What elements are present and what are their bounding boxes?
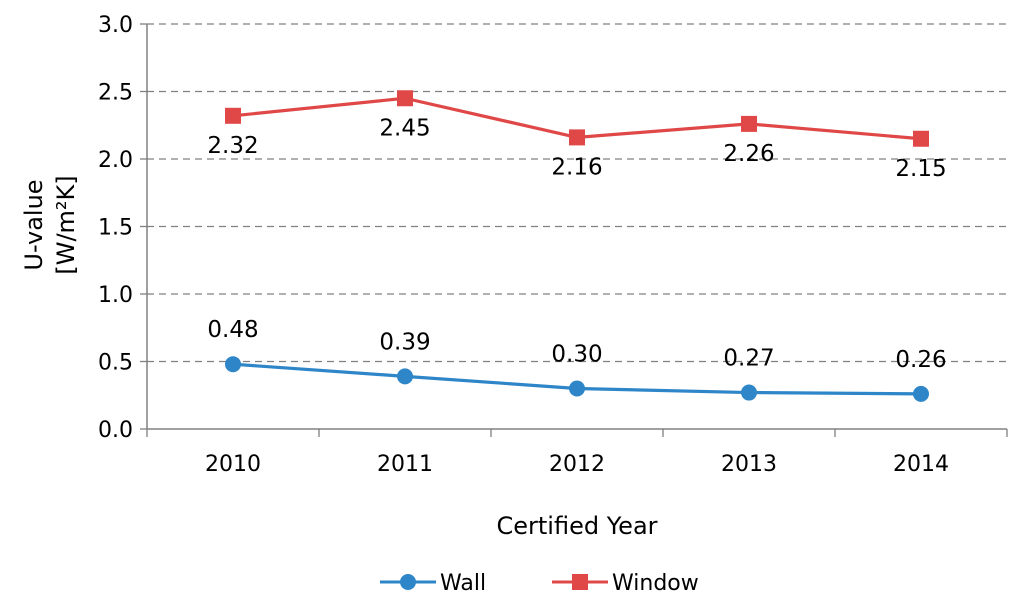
- data-labels: 0.48 0.39 0.30 0.27 0.26 2.32 2.45 2.16 2.26 2.15: [207, 115, 946, 373]
- x-tick-label-2011: 2011: [377, 452, 433, 477]
- data-label-wall-2012: 0.30: [551, 342, 602, 368]
- y-axis-title-line2: [W/m²K]: [52, 175, 80, 274]
- y-axis-title-line1: U-value: [20, 179, 48, 270]
- x-tick-label-2014: 2014: [893, 452, 949, 477]
- y-tick-label-0: 0.0: [98, 418, 133, 443]
- point-window-2013: [741, 115, 757, 132]
- y-tick-label-5: 2.5: [98, 81, 133, 106]
- y-tick-label-1: 0.5: [98, 351, 133, 376]
- point-wall-2012: [569, 380, 585, 397]
- y-tick-label-6: 3.0: [98, 13, 133, 38]
- x-axis-title: Certified Year: [496, 512, 657, 540]
- legend-swatch-window-marker: [572, 574, 588, 590]
- point-window-2011: [397, 90, 413, 107]
- point-wall-2014: [913, 385, 929, 402]
- data-label-window-2012: 2.16: [551, 154, 602, 180]
- point-wall-2013: [741, 384, 757, 401]
- gridlines: [147, 23, 1007, 363]
- legend-label-wall: Wall: [440, 571, 486, 596]
- legend-swatch-wall-marker: [400, 574, 416, 590]
- point-wall-2011: [397, 368, 413, 385]
- data-label-wall-2010: 0.48: [207, 317, 258, 343]
- point-window-2014: [913, 130, 929, 147]
- x-tick-label-2013: 2013: [721, 452, 777, 477]
- data-label-wall-2011: 0.39: [379, 329, 430, 355]
- legend-item-wall: Wall: [380, 571, 486, 596]
- point-window-2012: [569, 129, 585, 146]
- x-tick-label-2012: 2012: [549, 452, 605, 477]
- y-tick-label-3: 1.5: [98, 216, 133, 241]
- legend: Wall Window: [380, 571, 699, 596]
- data-label-window-2013: 2.26: [723, 141, 774, 167]
- series-layer: [225, 90, 929, 402]
- point-wall-2010: [225, 356, 241, 373]
- y-tick-label-2: 1.0: [98, 283, 133, 308]
- data-label-wall-2013: 0.27: [723, 346, 774, 372]
- legend-label-window: Window: [612, 571, 699, 596]
- y-tick-label-4: 2.0: [98, 148, 133, 173]
- point-window-2010: [225, 107, 241, 124]
- x-axis-ticks: 2010 2011 2012 2013 2014: [146, 429, 1008, 477]
- x-tick-label-2010: 2010: [205, 452, 261, 477]
- y-axis-ticks: 0.0 0.5 1.0 1.5 2.0 2.5 3.0: [98, 13, 147, 443]
- y-axis-title: U-value [W/m²K]: [20, 175, 80, 274]
- data-label-window-2010: 2.32: [207, 133, 258, 159]
- data-label-window-2014: 2.15: [895, 156, 946, 182]
- data-label-wall-2014: 0.26: [895, 347, 946, 373]
- data-label-window-2011: 2.45: [379, 115, 430, 141]
- legend-item-window: Window: [552, 571, 699, 596]
